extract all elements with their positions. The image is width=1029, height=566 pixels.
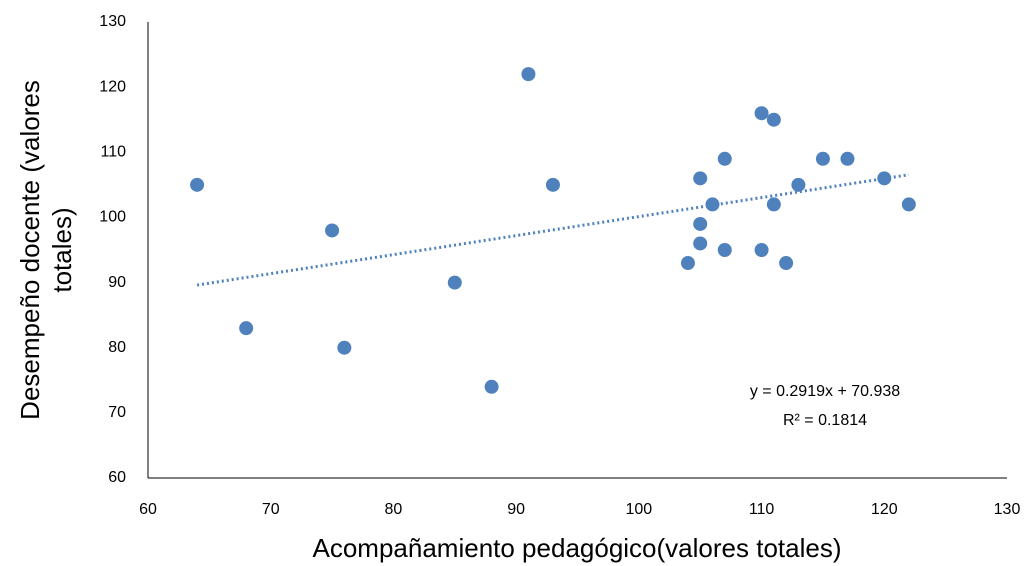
- y-axis-title: totales): [47, 207, 77, 292]
- x-tick-label: 80: [385, 501, 403, 518]
- x-tick-label: 130: [994, 501, 1021, 518]
- y-tick-label: 110: [100, 144, 126, 161]
- point: [766, 197, 781, 212]
- trendline: [196, 173, 910, 287]
- point: [680, 256, 695, 271]
- x-tick-label: 120: [871, 501, 898, 518]
- y-axis-title: Desempeño docente (valores: [15, 80, 45, 420]
- x-tick-label: 100: [626, 501, 653, 518]
- point: [325, 223, 340, 238]
- point: [484, 379, 499, 394]
- point: [693, 216, 708, 231]
- point: [693, 171, 708, 186]
- y-tick-label: 130: [99, 13, 126, 30]
- y-tick-label: 60: [108, 469, 126, 486]
- y-tick-label: 100: [99, 209, 126, 226]
- point: [754, 243, 769, 257]
- point: [877, 171, 892, 186]
- point: [545, 177, 560, 192]
- y-tick-label: 90: [108, 274, 126, 291]
- point: [190, 177, 205, 192]
- x-tick-label: 90: [507, 501, 525, 518]
- point: [840, 151, 855, 166]
- point: [239, 321, 254, 336]
- trendline-equation: y = 0.2919x + 70.938: [750, 383, 900, 400]
- point: [693, 236, 708, 251]
- point: [717, 243, 732, 257]
- point: [717, 151, 732, 166]
- point: [791, 177, 806, 192]
- point: [337, 340, 352, 355]
- point: [901, 197, 916, 212]
- point: [447, 275, 462, 290]
- y-tick-label: 120: [99, 78, 126, 95]
- x-tick-label: 60: [139, 501, 157, 518]
- y-tick-label: 80: [108, 339, 126, 356]
- x-tick-label: 70: [262, 501, 280, 518]
- point: [779, 256, 794, 271]
- point: [754, 106, 769, 121]
- x-axis-title: Acompañamiento pedagógico(valores totale…: [313, 533, 842, 563]
- point: [521, 67, 536, 82]
- x-tick-label: 110: [749, 501, 775, 518]
- trendline-r-squared: R² = 0.1814: [783, 412, 867, 429]
- point: [766, 112, 781, 127]
- y-tick-label: 70: [108, 404, 126, 421]
- point: [705, 197, 720, 212]
- point: [815, 151, 830, 166]
